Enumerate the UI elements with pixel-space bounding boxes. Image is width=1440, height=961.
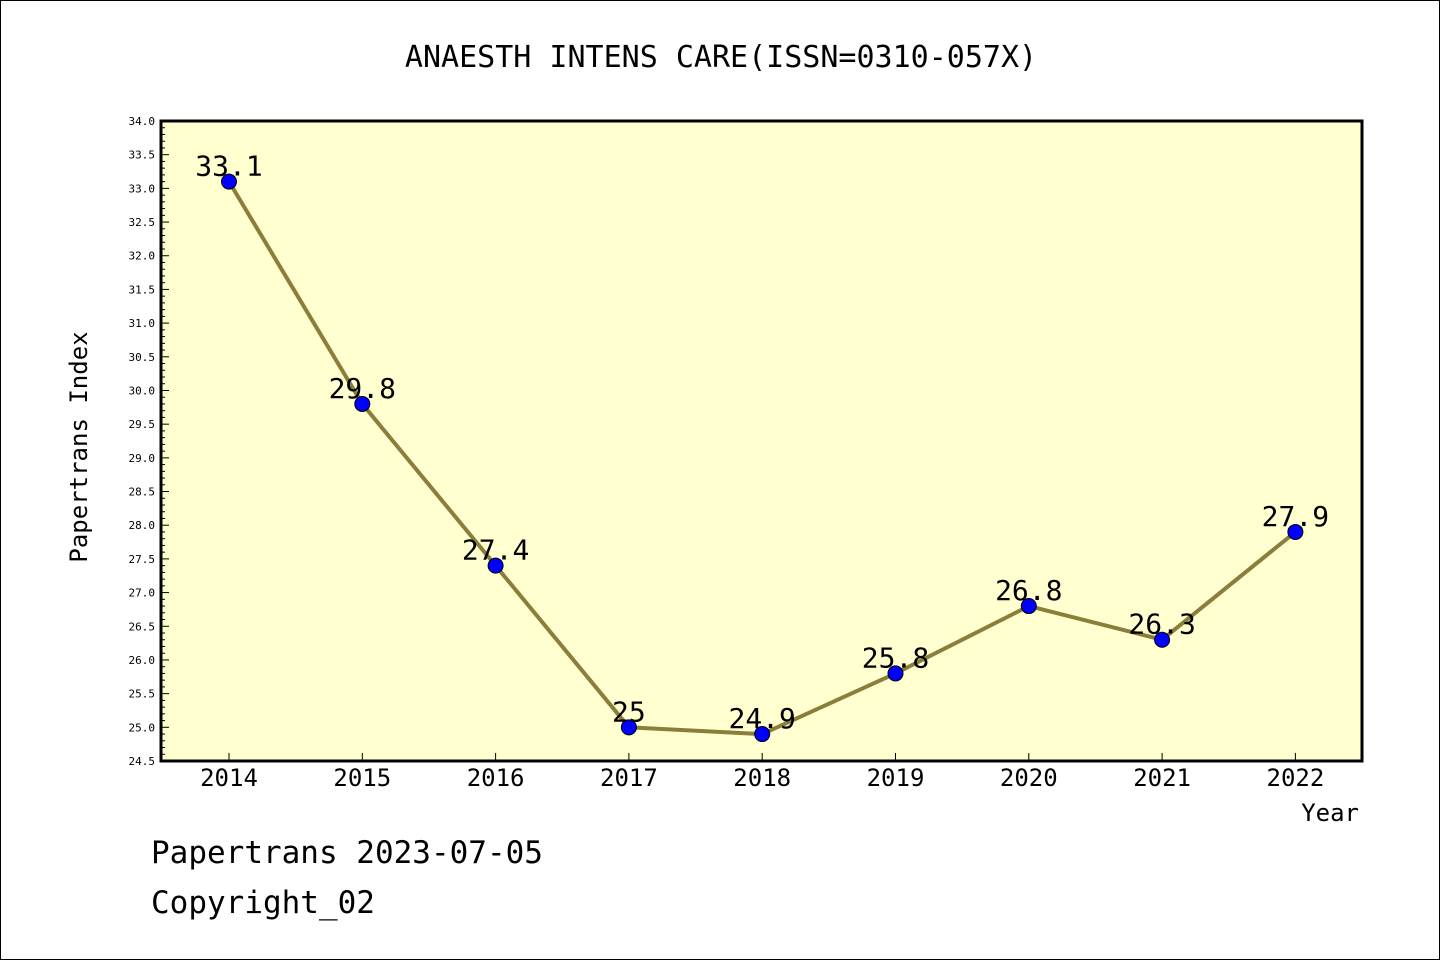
y-tick-label: 27.0	[129, 587, 156, 600]
y-tick-label: 33.0	[129, 182, 156, 195]
data-label: 27.4	[462, 534, 529, 567]
data-label: 26.8	[995, 574, 1062, 607]
chart-title: ANAESTH INTENS CARE(ISSN=0310-057X)	[405, 40, 1037, 75]
data-point	[620, 719, 637, 736]
x-tick-label: 2018	[733, 764, 791, 792]
y-axis: 24.5 25.0 25.5 26.0 26.5 27.0 27.5 28.0 28.5 29.0…	[129, 115, 169, 768]
data-label: 33.1	[195, 150, 262, 183]
x-axis-label: Year	[1301, 799, 1359, 827]
y-tick-label: 32.0	[129, 250, 156, 263]
series-layer: 33.1 29.8 27.4 25 24.9 25.8 26.8 26.3 27.9	[195, 150, 1329, 743]
data-point	[887, 665, 904, 682]
data-label: 25.8	[862, 641, 929, 674]
y-tick-label: 29.5	[129, 418, 156, 431]
y-tick-label: 25.5	[129, 688, 156, 701]
y-tick-label: 32.5	[129, 216, 156, 229]
y-tick-label: 33.5	[129, 149, 156, 162]
data-point	[221, 173, 237, 190]
plot-area	[159, 119, 1364, 763]
y-tick-label: 25.0	[129, 721, 156, 734]
footer-date: Papertrans 2023-07-05	[151, 835, 543, 871]
x-tick-label: 2017	[600, 764, 658, 792]
data-label: 25	[612, 695, 646, 728]
data-point	[1020, 598, 1037, 615]
y-tick-label: 34.0	[129, 115, 156, 128]
x-tick-label: 2021	[1133, 764, 1191, 792]
y-tick-label: 26.5	[129, 620, 156, 633]
x-tick-label: 2019	[867, 764, 925, 792]
y-tick-label: 30.5	[129, 351, 156, 364]
y-tick-label: 28.5	[129, 486, 156, 499]
y-tick-label: 26.0	[129, 654, 156, 667]
data-point	[1287, 523, 1304, 540]
data-point	[487, 557, 504, 574]
data-label: 27.9	[1262, 500, 1329, 533]
data-point	[754, 726, 771, 743]
footer-copyright: Copyright_02	[151, 885, 375, 921]
x-tick-label: 2022	[1267, 764, 1325, 792]
y-tick-label: 30.0	[129, 384, 156, 397]
data-point	[1154, 631, 1171, 648]
y-tick-label: 31.0	[129, 317, 156, 330]
x-tick-label: 2014	[200, 764, 258, 792]
y-tick-label: 27.5	[129, 553, 156, 566]
data-point	[354, 395, 371, 412]
data-label: 26.3	[1128, 608, 1195, 641]
y-tick-label: 28.0	[129, 519, 156, 532]
x-tick-label: 2020	[1000, 764, 1058, 792]
x-tick-label: 2015	[333, 764, 391, 792]
y-axis-label: Papertrans Index	[65, 331, 93, 562]
y-tick-label: 31.5	[129, 283, 156, 296]
data-label: 24.9	[728, 702, 795, 735]
x-axis: 2014 2015 2016 2017 2018 2019 2020 2021 2022	[200, 753, 1324, 792]
y-tick-label: 29.0	[129, 452, 156, 465]
x-tick-label: 2016	[467, 764, 525, 792]
y-tick-label: 24.5	[129, 755, 156, 768]
data-label: 29.8	[329, 372, 396, 405]
